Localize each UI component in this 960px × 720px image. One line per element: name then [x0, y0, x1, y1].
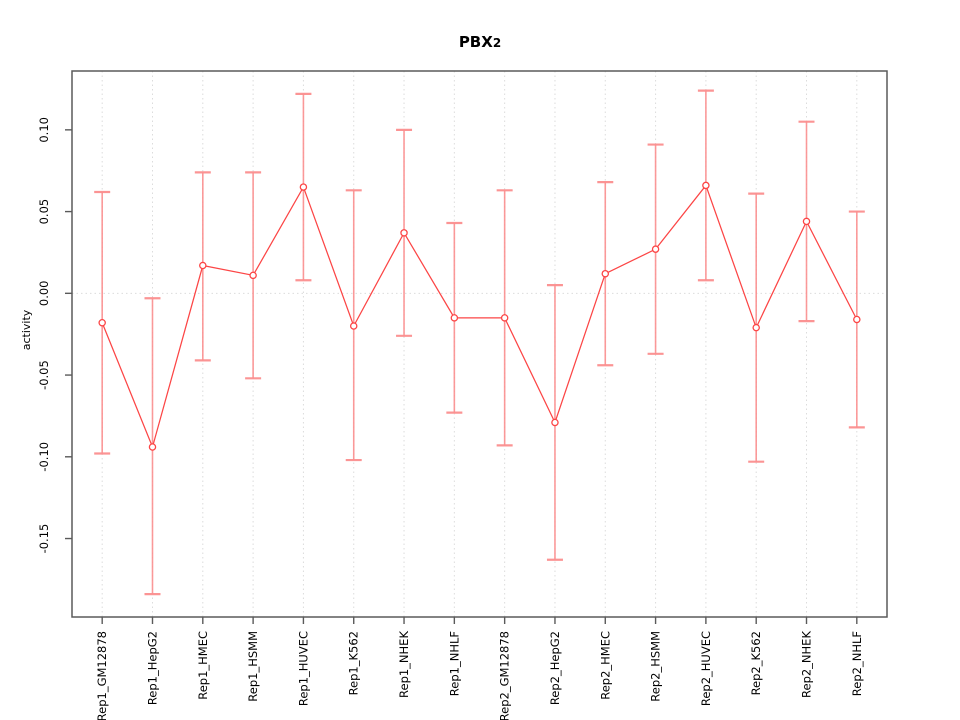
- x-tick-label: Rep1_HSMM: [246, 631, 260, 702]
- data-point: [148, 443, 157, 451]
- data-point: [651, 245, 660, 253]
- x-tick-label: Rep2_GM12878: [498, 631, 512, 720]
- x-tick-label: Rep1_HMEC: [196, 631, 210, 700]
- x-tick-label: Rep2_HSMM: [649, 631, 663, 702]
- data-point: [551, 418, 559, 427]
- x-tick-label: Rep2_HUVEC: [699, 631, 713, 706]
- chart-title-text: PBX: [459, 33, 493, 51]
- data-point: [853, 315, 861, 324]
- data-point: [98, 318, 106, 327]
- x-tick-label: Rep2_NHLF: [850, 631, 864, 696]
- data-point: [802, 217, 811, 226]
- data-layer: [94, 89, 865, 596]
- data-point: [450, 314, 459, 322]
- x-tick-label: Rep1_HepG2: [145, 631, 159, 705]
- data-point: [601, 269, 610, 278]
- y-tick-label: -0.10: [37, 442, 51, 472]
- x-tick-label: Rep1_GM12878: [95, 631, 109, 720]
- plot-box: [71, 70, 888, 618]
- data-point: [349, 322, 358, 330]
- data-point: [752, 323, 760, 332]
- data-point: [500, 314, 509, 322]
- x-tick-label: Rep1_K562: [347, 631, 361, 695]
- x-tick-label: Rep2_HMEC: [598, 631, 612, 700]
- data-point: [400, 229, 408, 237]
- chart-title: PBX2: [459, 33, 501, 51]
- x-tick-label: Rep1_HUVEC: [296, 631, 310, 706]
- x-tick-label: Rep2_HepG2: [548, 631, 562, 705]
- x-tick-label: Rep1_NHEK: [397, 631, 411, 698]
- data-point: [199, 261, 207, 270]
- y-tick-label: -0.05: [37, 360, 51, 390]
- x-tick-label: Rep1_NHLF: [447, 631, 461, 696]
- data-point: [702, 181, 710, 190]
- y-axis-title: activity: [20, 309, 33, 350]
- y-tick-label: 0.05: [37, 199, 51, 225]
- data-point: [299, 183, 308, 191]
- chart-title-suffix: 2: [493, 36, 501, 50]
- y-tick-label: 0.00: [37, 281, 51, 307]
- x-tick-label: Rep2_NHEK: [800, 631, 814, 698]
- series-line: [101, 184, 858, 449]
- y-tick-label: -0.15: [37, 524, 51, 554]
- y-tick-label: 0.10: [37, 117, 51, 143]
- grid-layer: [72, 71, 887, 617]
- x-tick-label: Rep2_K562: [749, 631, 763, 695]
- data-point: [249, 271, 257, 280]
- axis-layer: 0.10 0.05 0.00 -0.05 -0.10 -0.15 Rep1_GM12878 R…: [20, 70, 888, 720]
